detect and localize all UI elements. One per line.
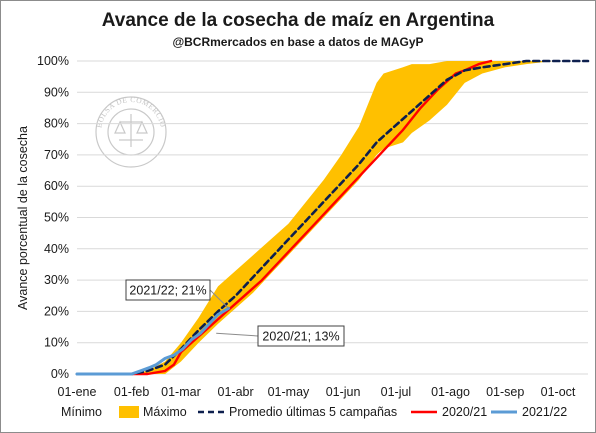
annotations: 2021/22; 21% 2020/21; 13% — [125, 279, 345, 347]
y-axis: 0% 10% 20% 30% 40% 50% 60% 70% 80% 90% 100% — [37, 54, 69, 381]
y-tick-label: 90% — [44, 85, 69, 99]
legend-swatch-maximo — [119, 406, 139, 418]
x-tick-label: 01-may — [268, 385, 310, 399]
x-tick-label: 01-oct — [541, 385, 576, 399]
series-lines — [75, 59, 590, 376]
legend-label-promedio: Promedio últimas 5 campañas — [229, 405, 397, 419]
chart-subtitle: @BCRmercados en base a datos de MAGyP — [172, 35, 423, 49]
legend-label-maximo: Máximo — [143, 405, 187, 419]
x-tick-label: 01-ago — [431, 385, 470, 399]
y-tick-label: 10% — [44, 336, 69, 350]
x-tick-label: 01-ene — [58, 385, 97, 399]
annotation-box — [125, 279, 211, 301]
y-tick-label: 80% — [44, 117, 69, 131]
series-line-2021-22 — [75, 306, 230, 376]
y-tick-label: 100% — [37, 54, 69, 68]
y-tick-label: 60% — [44, 179, 69, 193]
y-tick-label: 0% — [51, 367, 69, 381]
annotation-label: 2021/22; 21% — [129, 284, 206, 298]
annotation-leader — [216, 332, 259, 337]
chart-title: Avance de la cosecha de maíz en Argentin… — [102, 10, 495, 31]
annotation-label: 2020/21; 13% — [262, 330, 339, 344]
legend: Mínimo Máximo Promedio últimas 5 campañas 2… — [61, 405, 567, 419]
y-tick-label: 30% — [44, 273, 69, 287]
annotation-leader — [209, 289, 229, 309]
y-tick-label: 40% — [44, 242, 69, 256]
x-tick-label: 01-mar — [161, 385, 201, 399]
x-tick-label: 01-jul — [381, 385, 412, 399]
y-tick-label: 20% — [44, 304, 69, 318]
legend-label-2021-22: 2021/22 — [522, 405, 567, 419]
y-tick-label: 70% — [44, 148, 69, 162]
legend-label-2020-21: 2020/21 — [442, 405, 487, 419]
legend-label-minimo: Mínimo — [61, 405, 102, 419]
y-axis-label: Avance porcentual de la cosecha — [16, 126, 30, 310]
y-tick-label: 50% — [44, 211, 69, 225]
annotation-box — [257, 325, 345, 347]
x-tick-label: 01-jun — [326, 385, 361, 399]
x-tick-label: 01-abr — [218, 385, 254, 399]
x-tick-label: 01-feb — [114, 385, 149, 399]
annotation-callout: 2021/22; 21% — [125, 279, 229, 309]
x-axis: 01-ene 01-feb 01-mar 01-abr 01-may 01-jun 01-j… — [58, 385, 576, 399]
annotation-callout: 2020/21; 13% — [216, 325, 345, 347]
x-tick-label: 01-sep — [486, 385, 524, 399]
